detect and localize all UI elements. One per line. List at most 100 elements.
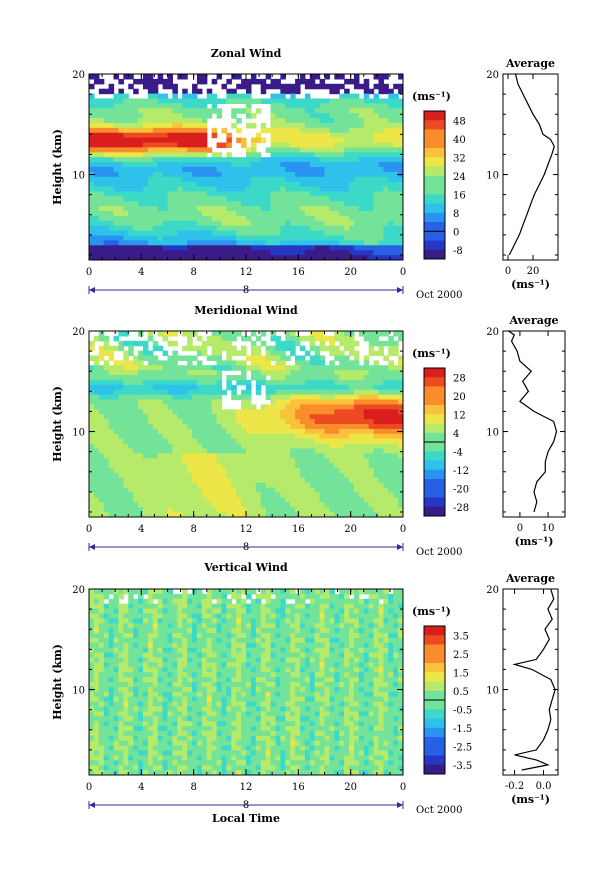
x-tick-label: 0: [400, 524, 406, 535]
colorbar-segment: [424, 755, 445, 766]
colorbar: (ms⁻¹) 48 40 32 24 16 8 0 -8: [412, 90, 466, 260]
colorbar-tick-label: -8: [453, 246, 463, 257]
x-tick-label: 4: [138, 782, 144, 793]
colorbar-tick-label: 28: [453, 373, 466, 384]
x-tick-label: 20: [344, 267, 357, 278]
colorbar-segment: [424, 231, 445, 241]
x-tick-label: 12: [240, 524, 253, 535]
y-axis-label: Height (km): [51, 386, 64, 462]
x-tick-label: 4: [138, 267, 144, 278]
heatmap: [89, 74, 403, 260]
colorbar-tick-label: 24: [453, 172, 466, 183]
colorbar-segment: [424, 442, 445, 452]
colorbar-segment: [424, 626, 445, 636]
date-marker: 8: [243, 800, 249, 811]
colorbar-segment: [424, 469, 445, 480]
date-marker: 8: [243, 542, 249, 553]
colorbar-segment: [424, 460, 445, 471]
y-tick-label: 10: [72, 428, 85, 439]
profile-x-tick: 20: [527, 266, 540, 277]
colorbar-segment: [424, 737, 445, 747]
profile-frame: [502, 330, 566, 518]
profile-frame: [502, 588, 559, 776]
colorbar-segment: [424, 129, 445, 140]
colorbar-segment: [424, 194, 445, 204]
colorbar-segment: [424, 405, 445, 415]
colorbar-segment: [424, 663, 445, 673]
colorbar-tick-label: -28: [453, 503, 469, 514]
colorbar-segment: [424, 148, 445, 158]
x-tick-label: 0: [400, 267, 406, 278]
colorbar-segment: [424, 386, 445, 397]
colorbar-tick-label: -1.5: [453, 724, 472, 735]
colorbar-segment: [424, 240, 445, 251]
colorbar-segment: [424, 479, 445, 489]
colorbar-segment: [424, 506, 445, 517]
profile-x-tick: 10: [542, 523, 555, 534]
profile-title: Average: [505, 57, 555, 70]
colorbar-tick-label: 3.5: [453, 631, 469, 642]
colorbar-tick-label: -4: [453, 447, 463, 458]
colorbar-unit: (ms⁻¹): [412, 347, 451, 360]
colorbar-tick-label: 20: [453, 392, 466, 403]
panel-title: Vertical Wind: [203, 561, 288, 574]
colorbar-segment: [424, 700, 445, 710]
colorbar-tick-label: 16: [453, 190, 466, 201]
colorbar-segment: [424, 672, 445, 682]
x-tick-label: 8: [190, 524, 196, 535]
x-tick-label: 16: [292, 267, 305, 278]
colorbar-segment: [424, 249, 445, 260]
x-tick-label: 16: [292, 782, 305, 793]
profile-frame: [502, 73, 559, 261]
colorbar: (ms⁻¹) 3.5 2.5 1.5 0.5 -0.5 -1.5 -2.5 -3.5: [412, 605, 472, 775]
y-tick-label: 20: [72, 70, 85, 81]
colorbar-segment: [424, 166, 445, 177]
profile-x-label: (ms⁻¹): [511, 278, 550, 291]
panel-title: Zonal Wind: [211, 47, 282, 60]
x-tick-label: 0: [400, 782, 406, 793]
y-axis-label: Height (km): [51, 129, 64, 205]
colorbar-tick-label: 12: [453, 410, 466, 421]
colorbar-tick-label: -12: [453, 466, 469, 477]
date-marker: 8: [243, 285, 249, 296]
colorbar-tick-label: 8: [453, 209, 459, 220]
y-tick-label: 10: [72, 686, 85, 697]
y-axis-label: Height (km): [51, 644, 64, 720]
colorbar-segment: [424, 175, 445, 186]
colorbar-segment: [424, 423, 445, 434]
colorbar-segment: [424, 120, 445, 130]
profile-line: [508, 73, 555, 256]
colorbar-segment: [424, 497, 445, 508]
profile-line: [508, 330, 558, 513]
profile-y-tick: 20: [486, 327, 499, 338]
profile-x-tick: -0.2: [505, 781, 524, 792]
colorbar-segment: [424, 414, 445, 424]
colorbar-tick-label: 32: [453, 153, 466, 164]
colorbar-segment: [424, 690, 445, 701]
profile-x-tick: 0: [505, 266, 511, 277]
colorbar-tick-label: 40: [453, 135, 466, 146]
x-tick-label: 4: [138, 524, 144, 535]
colorbar-segment: [424, 488, 445, 498]
profile-panel: Average 20 10 -0.2 0.0(ms⁻¹): [486, 572, 559, 806]
colorbar-segment: [424, 709, 445, 719]
x-tick-label: 0: [86, 524, 92, 535]
colorbar-segment: [424, 111, 445, 121]
colorbar-segment: [424, 653, 445, 664]
colorbar-segment: [424, 185, 445, 195]
heatmap: [89, 331, 403, 517]
colorbar-segment: [424, 746, 445, 756]
profile-x-tick: 0: [517, 523, 523, 534]
profile-y-tick: 10: [486, 428, 499, 439]
colorbar-segment: [424, 764, 445, 775]
colorbar-tick-label: 0.5: [453, 687, 469, 698]
profile-x-label: (ms⁻¹): [511, 793, 550, 806]
colorbar-segment: [424, 138, 445, 149]
x-tick-label: 20: [344, 782, 357, 793]
colorbar-segment: [424, 644, 445, 655]
x-tick-label: 12: [240, 782, 253, 793]
heatmap: [89, 589, 403, 775]
